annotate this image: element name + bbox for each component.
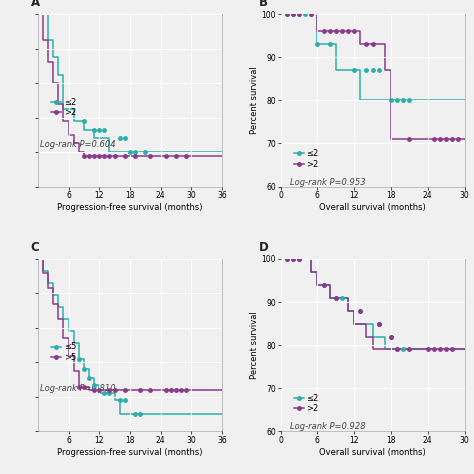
Legend: ≤2, >2: ≤2, >2 [51, 98, 76, 117]
X-axis label: Overall survival (months): Overall survival (months) [319, 203, 426, 212]
Text: B: B [259, 0, 268, 9]
X-axis label: Progression-free survival (months): Progression-free survival (months) [57, 448, 202, 457]
Y-axis label: Percent survival: Percent survival [249, 66, 258, 134]
Y-axis label: Percent survival: Percent survival [249, 311, 258, 379]
Text: Log-rank P=0.604: Log-rank P=0.604 [40, 140, 115, 149]
Text: Log-rank P=0.810: Log-rank P=0.810 [40, 384, 115, 393]
Legend: ≤2, >2: ≤2, >2 [294, 149, 319, 169]
Text: C: C [30, 241, 39, 254]
X-axis label: Overall survival (months): Overall survival (months) [319, 448, 426, 457]
Text: D: D [259, 241, 268, 254]
Text: Log-rank P=0.928: Log-rank P=0.928 [290, 422, 365, 431]
Legend: ≤2, >2: ≤2, >2 [294, 394, 319, 413]
Text: A: A [30, 0, 40, 9]
Text: Log-rank P=0.953: Log-rank P=0.953 [290, 178, 365, 187]
X-axis label: Progression-free survival (months): Progression-free survival (months) [57, 203, 202, 212]
Legend: ≤5, >5: ≤5, >5 [51, 342, 76, 362]
